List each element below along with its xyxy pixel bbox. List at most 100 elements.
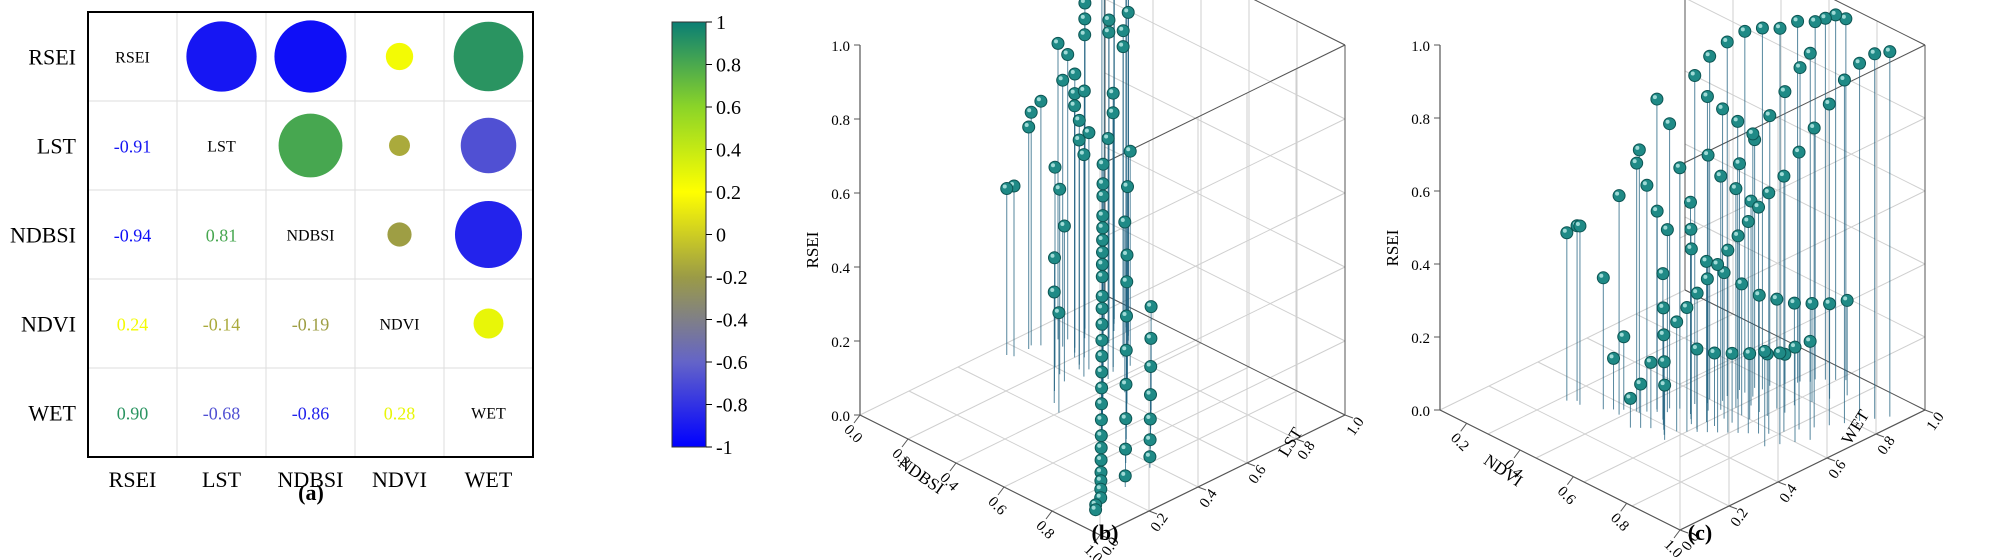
data-point bbox=[1095, 349, 1109, 363]
data-point bbox=[1072, 113, 1086, 127]
data-point-highlight bbox=[1758, 23, 1763, 28]
data-point-highlight bbox=[1686, 225, 1691, 230]
data-point bbox=[1096, 209, 1110, 223]
correlation-circle bbox=[473, 308, 504, 339]
data-point bbox=[1791, 14, 1805, 28]
data-point bbox=[1116, 24, 1130, 38]
correlation-value: 0.24 bbox=[117, 315, 149, 335]
data-point-highlight bbox=[1808, 299, 1812, 304]
data-point-highlight bbox=[1825, 299, 1830, 304]
data-point-highlight bbox=[1636, 380, 1641, 385]
data-point-highlight bbox=[1718, 104, 1723, 109]
data-point bbox=[1095, 365, 1109, 379]
colorbar-tick-label: -0.4 bbox=[716, 310, 748, 332]
row-label: LST bbox=[37, 134, 77, 159]
data-point-highlight bbox=[1097, 443, 1102, 448]
data-point bbox=[1700, 272, 1714, 286]
data-point bbox=[1053, 182, 1067, 196]
data-point bbox=[1118, 215, 1132, 229]
x-axis-label: NDBSI bbox=[895, 453, 948, 498]
data-point bbox=[1788, 340, 1802, 354]
data-point-highlight bbox=[1063, 50, 1068, 55]
data-point bbox=[1121, 180, 1134, 194]
data-point bbox=[1119, 343, 1133, 357]
data-point-highlight bbox=[1599, 273, 1604, 278]
data-point bbox=[1752, 200, 1766, 214]
data-point-highlight bbox=[1658, 269, 1663, 274]
z-tick-label: 0.0 bbox=[1411, 404, 1430, 420]
data-point-highlight bbox=[1744, 217, 1749, 222]
data-point bbox=[1673, 161, 1687, 175]
data-point-highlight bbox=[1098, 292, 1103, 297]
data-point-highlight bbox=[1096, 485, 1101, 490]
data-point-highlight bbox=[1665, 119, 1670, 124]
data-point-highlight bbox=[1728, 349, 1733, 354]
data-point bbox=[1752, 288, 1766, 302]
data-point-highlight bbox=[1659, 303, 1664, 308]
floor-grid-line bbox=[908, 390, 1150, 512]
row-label: NDVI bbox=[21, 312, 76, 337]
data-point-highlight bbox=[1702, 257, 1707, 262]
z-tick-label: 0.0 bbox=[831, 409, 850, 425]
data-point bbox=[1077, 148, 1091, 162]
data-point bbox=[1095, 270, 1109, 284]
data-point-highlight bbox=[1855, 59, 1860, 64]
data-point bbox=[1837, 73, 1851, 87]
data-point bbox=[1144, 331, 1158, 345]
data-point-highlight bbox=[1097, 415, 1102, 420]
colorbar-tick-label: -0.2 bbox=[716, 267, 748, 289]
y-tick bbox=[1924, 409, 1934, 414]
data-point-highlight bbox=[1099, 160, 1104, 165]
data-point-highlight bbox=[1147, 302, 1152, 307]
axis-edge bbox=[1099, 44, 1346, 166]
data-point-highlight bbox=[1772, 295, 1777, 300]
data-point bbox=[1116, 40, 1130, 54]
data-point bbox=[1770, 292, 1784, 306]
data-point-highlight bbox=[1793, 17, 1798, 22]
data-point bbox=[1094, 441, 1108, 455]
data-point-highlight bbox=[1615, 191, 1620, 196]
data-point bbox=[1101, 132, 1115, 145]
data-point-highlight bbox=[1619, 332, 1624, 337]
data-point bbox=[1738, 24, 1752, 38]
data-point-highlight bbox=[1659, 330, 1664, 335]
y-tick-label: 0.6 bbox=[1246, 462, 1270, 487]
data-point bbox=[1068, 99, 1082, 113]
data-point bbox=[1057, 219, 1071, 233]
data-point-highlight bbox=[1119, 42, 1124, 47]
wall-grid-line bbox=[1687, 0, 1926, 119]
data-point bbox=[1143, 450, 1157, 464]
data-point bbox=[1725, 346, 1739, 360]
data-point bbox=[1094, 413, 1108, 427]
data-point-highlight bbox=[1091, 505, 1096, 510]
data-point-highlight bbox=[1840, 75, 1845, 80]
y-tick bbox=[1295, 438, 1305, 443]
data-point bbox=[1617, 330, 1631, 344]
data-point-highlight bbox=[1097, 383, 1102, 388]
data-point bbox=[1701, 148, 1715, 162]
floor-grid-line bbox=[955, 342, 1202, 464]
data-point-highlight bbox=[1764, 188, 1769, 193]
z-tick-label: 0.2 bbox=[831, 335, 850, 351]
data-point-highlight bbox=[1097, 431, 1102, 436]
data-point-highlight bbox=[1734, 231, 1739, 236]
data-point-highlight bbox=[1097, 368, 1102, 372]
data-point-highlight bbox=[1632, 159, 1637, 164]
data-point bbox=[1077, 84, 1091, 98]
data-point-highlight bbox=[1682, 303, 1687, 308]
data-point bbox=[1741, 215, 1755, 228]
data-point bbox=[1688, 69, 1702, 82]
data-point-highlight bbox=[1050, 288, 1055, 292]
z-tick-label: 0.2 bbox=[1411, 331, 1430, 347]
data-point bbox=[1144, 300, 1158, 314]
data-point-highlight bbox=[1097, 336, 1102, 341]
data-point bbox=[1763, 109, 1777, 123]
data-point-highlight bbox=[1124, 8, 1129, 13]
data-point bbox=[1684, 195, 1697, 209]
row-label: NDBSI bbox=[10, 223, 76, 248]
wall-grid-line bbox=[1679, 190, 1926, 312]
axis-edge bbox=[1833, 0, 1926, 46]
data-point bbox=[1803, 46, 1817, 60]
correlation-circle bbox=[460, 117, 517, 174]
data-point bbox=[1660, 223, 1674, 237]
